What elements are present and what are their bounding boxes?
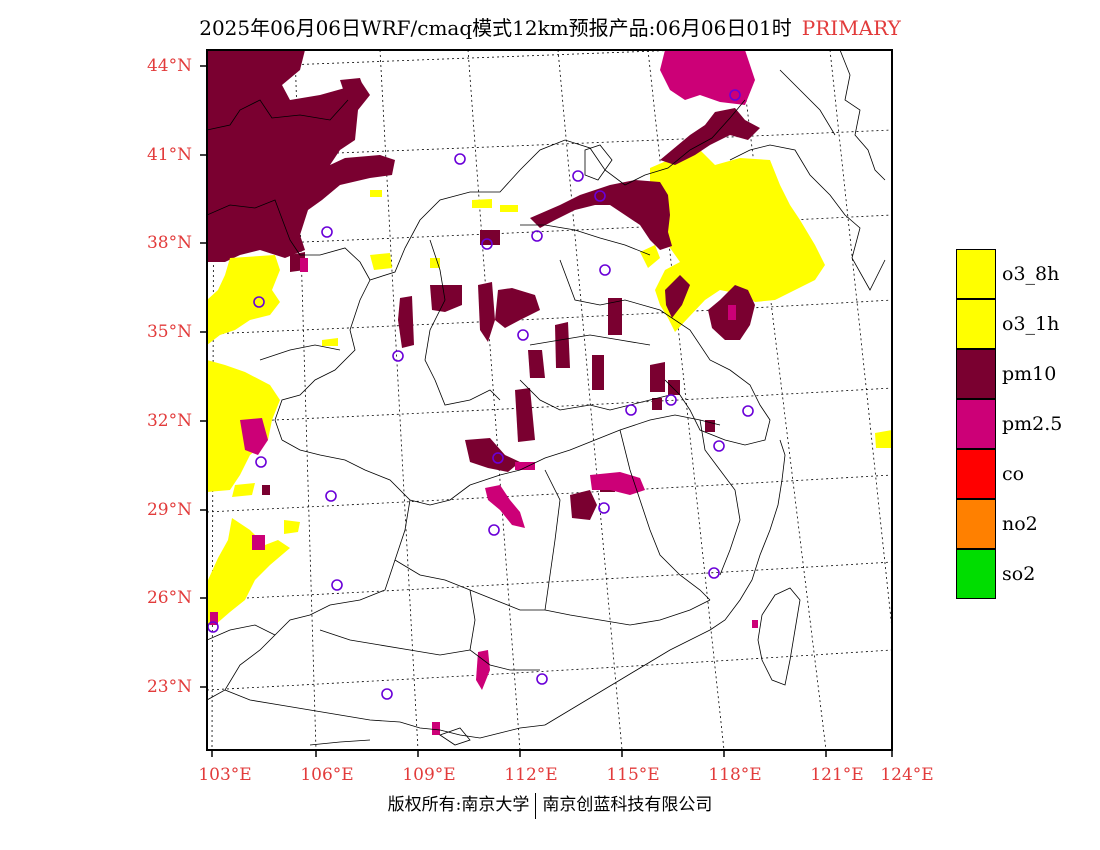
copyright-right: 南京创蓝科技有限公司 bbox=[542, 795, 713, 815]
lon-label-106e: 106°E bbox=[300, 765, 354, 785]
lon-label-115e: 115°E bbox=[606, 765, 660, 785]
legend-label: no2 bbox=[1002, 513, 1038, 535]
legend-swatch bbox=[956, 549, 996, 599]
pollutant-overlay bbox=[207, 50, 892, 735]
city-markers bbox=[207, 89, 754, 700]
lon-label-124e: 124°E bbox=[880, 765, 934, 785]
lat-label-41n: 41°N bbox=[146, 145, 192, 165]
lon-label-109e: 109°E bbox=[402, 765, 456, 785]
lon-label-118e: 118°E bbox=[708, 765, 762, 785]
map-title: 2025年06月06日WRF/cmaq模式12km预报产品:06月06日01时 P… bbox=[0, 12, 1100, 41]
legend-swatch bbox=[956, 449, 996, 499]
axis-ticks bbox=[200, 65, 893, 757]
lat-label-23n: 23°N bbox=[146, 677, 192, 697]
map-content bbox=[207, 50, 892, 750]
lon-label-121e: 121°E bbox=[810, 765, 864, 785]
legend-swatch bbox=[956, 399, 996, 449]
title-main: 2025年06月06日WRF/cmaq模式12km预报产品:06月06日01时 bbox=[199, 16, 792, 40]
lon-label-112e: 112°E bbox=[504, 765, 558, 785]
map-frame bbox=[206, 49, 893, 751]
copyright-footer: 版权所有:南京大学 南京创蓝科技有限公司 bbox=[0, 790, 1100, 819]
title-primary-tag: PRIMARY bbox=[801, 16, 901, 40]
legend-label: pm10 bbox=[1002, 363, 1057, 385]
boundaries bbox=[207, 50, 886, 746]
legend-swatch bbox=[956, 499, 996, 549]
legend-swatch bbox=[956, 299, 996, 349]
legend-swatch bbox=[956, 349, 996, 399]
legend-label: so2 bbox=[1002, 563, 1036, 585]
lat-label-29n: 29°N bbox=[146, 500, 192, 520]
legend-label: co bbox=[1002, 463, 1025, 485]
lat-label-32n: 32°N bbox=[146, 411, 192, 431]
footer-separator bbox=[535, 792, 537, 819]
copyright-left: 版权所有:南京大学 bbox=[387, 795, 530, 815]
lat-label-38n: 38°N bbox=[146, 233, 192, 253]
legend-label: o3_8h bbox=[1002, 263, 1060, 285]
legend-label: pm2.5 bbox=[1002, 413, 1063, 435]
lat-label-26n: 26°N bbox=[146, 588, 192, 608]
legend-swatch bbox=[956, 249, 996, 299]
lon-label-103e: 103°E bbox=[198, 765, 252, 785]
legend-label: o3_1h bbox=[1002, 313, 1060, 335]
lat-label-35n: 35°N bbox=[146, 322, 192, 342]
lat-label-44n: 44°N bbox=[146, 56, 192, 76]
